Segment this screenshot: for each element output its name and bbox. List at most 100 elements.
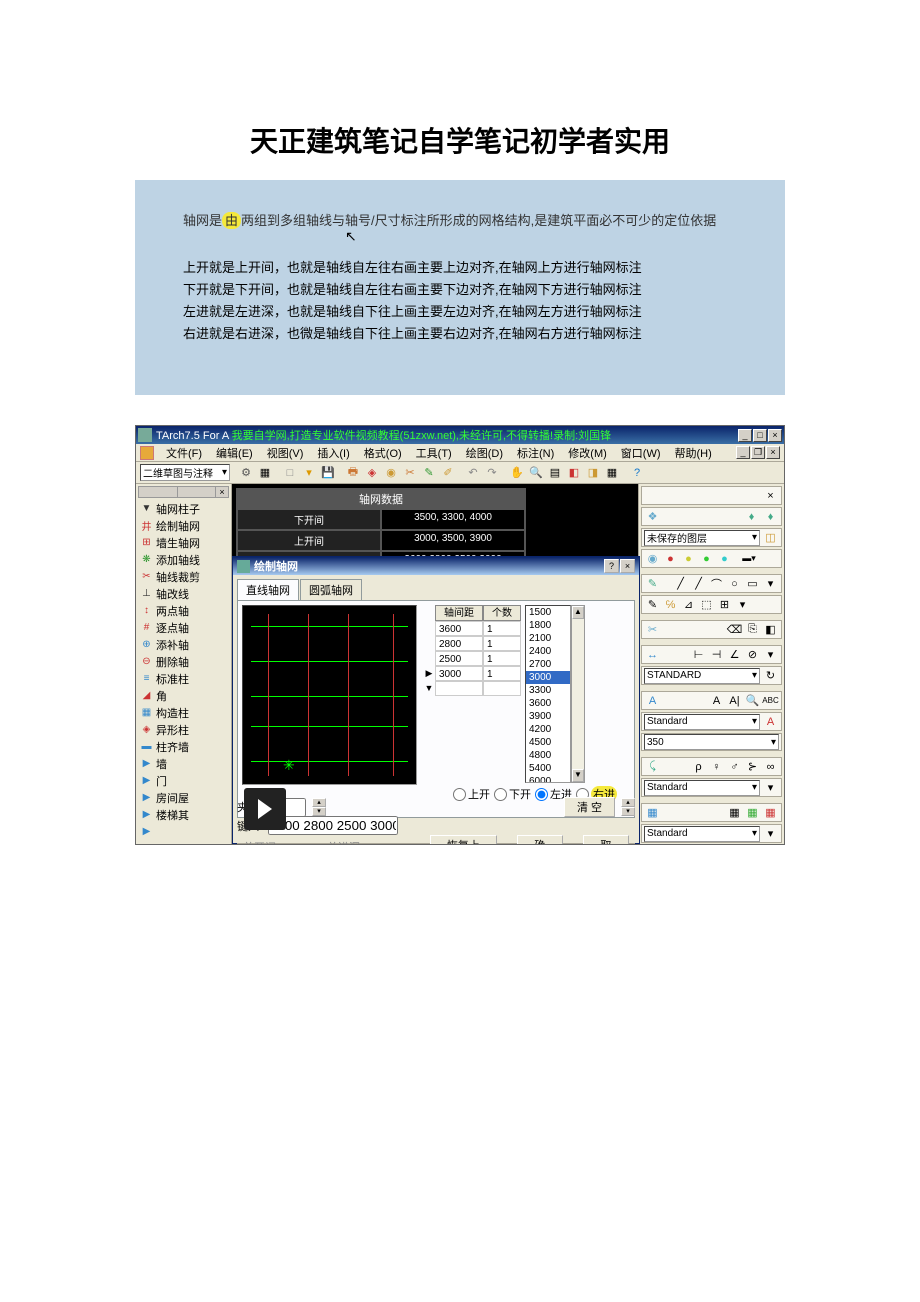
dim-update-icon[interactable]: ↻	[762, 667, 779, 684]
menu-insert[interactable]: 插入(I)	[311, 445, 355, 461]
value-list-item[interactable]: 6000	[526, 775, 570, 783]
tb-brush-icon[interactable]: ✎	[420, 464, 438, 482]
tablestyle-combo[interactable]: Standard▾	[644, 826, 760, 842]
menu-dim[interactable]: 标注(N)	[511, 445, 560, 461]
menu-tools[interactable]: 工具(T)	[410, 445, 458, 461]
tab-arc-axis[interactable]: 圆弧轴网	[300, 579, 362, 600]
scroll-down-icon[interactable]: ▼	[572, 769, 584, 782]
color-red-icon[interactable]: ●	[662, 550, 679, 567]
list-scrollbar[interactable]: ▲ ▼	[571, 605, 585, 783]
layer-combo[interactable]: 未保存的图层▾	[644, 530, 760, 546]
table-icon[interactable]: ▦	[644, 804, 661, 821]
tree-item[interactable]: ▶	[138, 823, 229, 840]
clear-button[interactable]: 清 空	[564, 797, 615, 817]
dimstyle-combo[interactable]: STANDARD▾	[644, 668, 760, 684]
menu-file[interactable]: 文件(F)	[160, 445, 208, 461]
tb-pan-icon[interactable]: ✋	[508, 464, 526, 482]
order-spin-up[interactable]: ▴	[621, 798, 635, 807]
tree-item[interactable]: ≡标准柱	[138, 670, 229, 687]
edit2-icon[interactable]: ℅	[662, 596, 679, 613]
spacing-cell[interactable]: 3000	[435, 666, 483, 681]
color-cyn-icon[interactable]: ●	[716, 550, 733, 567]
ldr4-icon[interactable]: ⊱	[744, 758, 761, 775]
tree-item[interactable]: ◈异形柱	[138, 721, 229, 738]
value-list[interactable]: 1500180021002400270030003300360039004200…	[525, 605, 571, 783]
tb-design-icon[interactable]: ◧	[565, 464, 583, 482]
count-cell[interactable]: 1	[483, 666, 521, 681]
tree-item[interactable]: ▬柱齐墙	[138, 738, 229, 755]
modify-icon[interactable]: ✂	[644, 621, 661, 638]
tb-help-icon[interactable]: ?	[628, 464, 646, 482]
tab-line-axis[interactable]: 直线轴网	[237, 579, 299, 601]
close-button[interactable]: ×	[768, 429, 782, 442]
mtext-icon[interactable]: A	[708, 692, 725, 709]
tb-undo-icon[interactable]: ↶	[464, 464, 482, 482]
tb-grid-icon[interactable]: ▦	[256, 464, 274, 482]
spacing-cell[interactable]: 2800	[435, 636, 483, 651]
tb-match-icon[interactable]: ✐	[439, 464, 457, 482]
color-yel-icon[interactable]: ●	[680, 550, 697, 567]
tree-item[interactable]: ✂轴线裁剪	[138, 568, 229, 585]
tb-prop-icon[interactable]: ▤	[546, 464, 564, 482]
tbl-more-icon[interactable]: ▾	[762, 825, 779, 842]
dialog-close-button[interactable]: ×	[620, 559, 635, 573]
mdi-restore[interactable]: ❐	[751, 446, 765, 459]
mdi-close[interactable]: ×	[766, 446, 780, 459]
tb-cut-icon[interactable]: ✂	[401, 464, 419, 482]
dialog-titlebar[interactable]: 绘制轴网 ? ×	[233, 557, 639, 575]
pline-icon[interactable]: ╱	[690, 575, 707, 592]
dtext-icon[interactable]: A|	[726, 692, 743, 709]
tb-open-icon[interactable]: ▾	[300, 464, 318, 482]
edit5-icon[interactable]: ⊞	[716, 596, 733, 613]
tb-new-icon[interactable]: □	[281, 464, 299, 482]
layer-state-icon[interactable]: ◫	[762, 529, 779, 546]
tree-item[interactable]: ▼轴网柱子	[138, 500, 229, 517]
count-cell[interactable]: 1	[483, 636, 521, 651]
rect-icon[interactable]: ▭	[744, 575, 761, 592]
text-icon[interactable]: A	[644, 692, 661, 709]
menu-help[interactable]: 帮助(H)	[669, 445, 718, 461]
copy-icon[interactable]: ⎘	[744, 621, 761, 638]
spell-icon[interactable]: ABC	[762, 692, 779, 709]
value-list-item[interactable]: 3600	[526, 697, 570, 710]
dim-more-icon[interactable]: ▾	[762, 646, 779, 663]
order-spin-down[interactable]: ▾	[621, 807, 635, 816]
tb-plot-icon[interactable]: ◉	[382, 464, 400, 482]
mdi-minimize[interactable]: _	[736, 446, 750, 459]
edit3-icon[interactable]: ⊿	[680, 596, 697, 613]
textheight-combo[interactable]: 350▾	[644, 734, 779, 750]
edit4-icon[interactable]: ⬚	[698, 596, 715, 613]
angle-spin-up[interactable]: ▴	[312, 798, 326, 807]
count-cell[interactable]: 1	[483, 621, 521, 636]
workspace-combo[interactable]: 二维草图与注释▾	[140, 464, 230, 481]
erase-icon[interactable]: ⌫	[726, 621, 743, 638]
value-list-item[interactable]: 1500	[526, 606, 570, 619]
tb-print-icon[interactable]: 🖶	[344, 464, 362, 482]
panel-close-icon[interactable]: ×	[762, 487, 779, 504]
count-cell[interactable]: 1	[483, 651, 521, 666]
tbl2-icon[interactable]: ▦	[744, 804, 761, 821]
mleader-combo[interactable]: Standard▾	[644, 780, 760, 796]
tb-tool-icon[interactable]: ◨	[584, 464, 602, 482]
spacing-cell[interactable]: 3600	[435, 621, 483, 636]
maximize-button[interactable]: □	[753, 429, 767, 442]
dim-ang-icon[interactable]: ∠	[726, 646, 743, 663]
tree-item[interactable]: ▶墙	[138, 755, 229, 772]
value-list-item[interactable]: 2100	[526, 632, 570, 645]
ldr1-icon[interactable]: ρ	[690, 758, 707, 775]
tree-item[interactable]: ▶房间屋	[138, 789, 229, 806]
count-cell[interactable]	[483, 681, 521, 696]
value-list-item[interactable]: 2400	[526, 645, 570, 658]
tb-gear-icon[interactable]: ⚙	[237, 464, 255, 482]
tree-item[interactable]: 井绘制轴网	[138, 517, 229, 534]
circle-icon[interactable]: ○	[726, 575, 743, 592]
dim-icon[interactable]: ↔	[644, 646, 661, 663]
bylayer-icon[interactable]: ◉	[644, 550, 661, 567]
value-list-item[interactable]: 5400	[526, 762, 570, 775]
tree-item[interactable]: ◢角	[138, 687, 229, 704]
tree-item[interactable]: ⊖删除轴	[138, 653, 229, 670]
menu-window[interactable]: 窗口(W)	[615, 445, 667, 461]
dim-rad-icon[interactable]: ⊘	[744, 646, 761, 663]
tree-item[interactable]: ▶	[138, 840, 229, 844]
ldr3-icon[interactable]: ♂	[726, 758, 743, 775]
